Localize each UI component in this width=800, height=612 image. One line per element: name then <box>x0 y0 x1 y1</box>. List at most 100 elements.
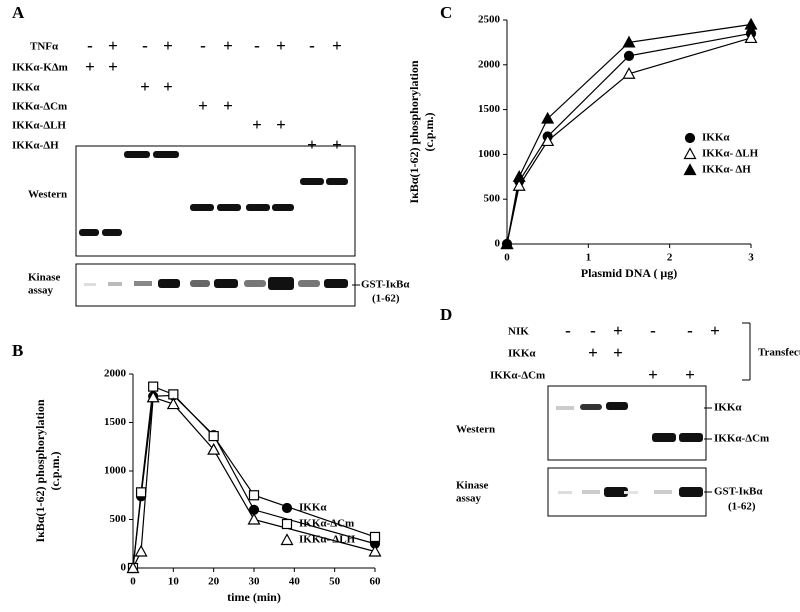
row-label: TNFα <box>30 41 59 53</box>
marker <box>126 561 140 574</box>
x-tick-label: 30 <box>249 576 261 588</box>
kinase-bands <box>84 277 348 290</box>
sign: - <box>254 36 260 55</box>
y-axis-label: (c.p.m.) <box>422 113 436 152</box>
x-tick-label: 0 <box>504 252 510 264</box>
sign: + <box>332 135 342 154</box>
y-tick-label: 2000 <box>478 58 501 70</box>
row-label: IKKα-ΔCm <box>12 101 67 113</box>
marker <box>280 533 294 546</box>
legend-label: IKKα <box>299 502 327 514</box>
marker <box>541 134 555 147</box>
marker <box>622 67 636 79</box>
marker <box>512 179 526 191</box>
band-label: (1-62) <box>372 293 400 305</box>
marker <box>148 381 159 392</box>
y-axis-label: IκBα(1-62) phosphorylation <box>33 399 47 542</box>
y-tick-label: 2500 <box>478 14 501 26</box>
x-tick-label: 10 <box>168 576 180 588</box>
marker <box>683 163 697 176</box>
legend-label: IKKα- ΔH <box>702 164 751 176</box>
row-label: IKKα-ΔLH <box>12 120 66 132</box>
sign: - <box>200 36 206 55</box>
western-blot <box>75 145 356 257</box>
sign: + <box>252 115 262 134</box>
western-bands <box>556 402 703 442</box>
sign: + <box>276 36 286 55</box>
band-label: IKKα <box>714 402 742 414</box>
panel-label: D <box>440 305 452 324</box>
sign: - <box>565 321 571 340</box>
marker <box>281 518 293 530</box>
sign: + <box>685 365 695 384</box>
marker <box>500 237 514 250</box>
marker <box>135 487 147 498</box>
y-tick-label: 1500 <box>104 416 127 428</box>
marker <box>744 31 758 44</box>
x-axis-label: Plasmid DNA ( μg) <box>581 266 677 280</box>
band-label: IKKα-ΔCm <box>714 433 769 445</box>
sign: + <box>223 96 233 115</box>
kinase-label: assay <box>28 285 54 297</box>
western-label: Western <box>28 189 67 201</box>
bracket-label: Transfection <box>758 347 800 359</box>
sign: + <box>223 36 233 55</box>
x-axis-label: time (min) <box>227 590 281 604</box>
row-label: IKKα-ΔH <box>12 140 59 152</box>
y-tick-label: 1000 <box>478 148 501 160</box>
x-tick-label: 3 <box>748 252 754 264</box>
sign: + <box>710 321 720 340</box>
western-bands <box>79 151 348 236</box>
sign: + <box>198 96 208 115</box>
y-tick-label: 500 <box>110 513 127 525</box>
marker <box>134 544 148 557</box>
row-label: IKKα <box>508 348 536 360</box>
y-axis-label: (c.p.m.) <box>48 452 62 491</box>
sign: + <box>163 77 173 96</box>
x-tick-label: 40 <box>289 576 301 588</box>
y-tick-label: 1000 <box>104 465 127 477</box>
sign: + <box>163 36 173 55</box>
sign: + <box>648 365 658 384</box>
western-label: Western <box>456 424 495 436</box>
band-label: GST-IκBα <box>361 279 410 291</box>
sign: - <box>309 36 315 55</box>
marker <box>512 170 526 182</box>
row-label: IKKα-ΔCm <box>490 370 545 382</box>
row-label: NIK <box>508 326 529 338</box>
y-tick-label: 2000 <box>104 368 127 380</box>
kinase-label: Kinase <box>456 480 489 492</box>
y-axis-label: IκBα(1-62) phosphorylation <box>407 60 421 203</box>
sign: - <box>687 321 693 340</box>
sign: + <box>85 57 95 76</box>
legend-label: IKKα- ΔLH <box>702 148 759 160</box>
marker <box>166 397 180 410</box>
sign: + <box>108 57 118 76</box>
marker <box>684 132 696 144</box>
sign: + <box>613 343 623 362</box>
marker <box>541 111 555 124</box>
sign: - <box>650 321 656 340</box>
kinase-label: Kinase <box>28 272 61 284</box>
sign: - <box>142 36 148 55</box>
x-tick-label: 2 <box>667 252 673 264</box>
legend-label: IKKα-ΔCm <box>299 518 354 530</box>
band-label: GST-IκBα <box>714 486 763 498</box>
marker <box>281 502 293 514</box>
sign: + <box>332 36 342 55</box>
marker <box>683 147 697 160</box>
row-label: IKKα-KΔm <box>12 62 68 74</box>
sign: + <box>108 36 118 55</box>
legend-label: IKKα <box>702 132 730 144</box>
marker <box>369 531 381 543</box>
kinase-bands <box>558 487 703 497</box>
sign: + <box>307 135 317 154</box>
y-tick-label: 1500 <box>478 103 501 115</box>
sign: - <box>87 36 93 55</box>
marker <box>208 430 219 442</box>
x-tick-label: 0 <box>130 576 136 588</box>
row-label: IKKα <box>12 82 40 94</box>
x-tick-label: 1 <box>586 252 592 264</box>
y-tick-label: 500 <box>484 193 501 205</box>
